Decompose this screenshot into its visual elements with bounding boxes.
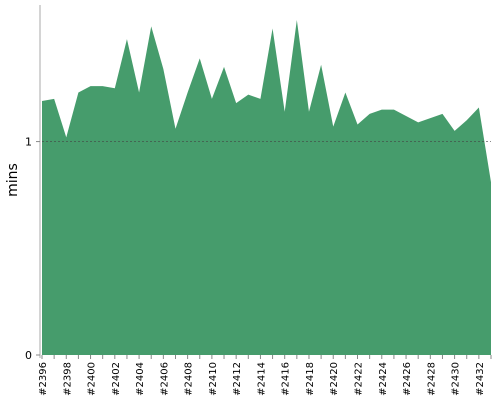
x-tick-label: #2426 (402, 362, 413, 396)
x-tick-label: #2414 (256, 362, 267, 396)
x-tick-label: #2396 (38, 362, 49, 396)
x-tick-label: #2424 (378, 362, 389, 396)
area (42, 19, 491, 355)
x-tick-label: #2402 (111, 362, 122, 396)
x-tick-label: #2432 (475, 362, 486, 396)
y-axis-label: mins (5, 163, 21, 197)
x-tick-label: #2400 (87, 362, 98, 396)
x-tick-label: #2420 (329, 362, 340, 396)
x-tick-label: #2398 (62, 362, 73, 396)
x-tick-label: #2412 (232, 362, 243, 396)
x-tick-label: #2416 (281, 362, 292, 396)
x-tick-label: #2428 (426, 362, 437, 396)
x-tick-label: #2430 (451, 362, 462, 396)
x-tick-label: #2408 (184, 362, 195, 396)
x-tick-label: #2404 (135, 362, 146, 396)
x-tick-label: #2418 (305, 362, 316, 396)
x-tick-label: #2410 (208, 362, 219, 396)
x-tick-label: #2406 (159, 362, 170, 396)
y-tick-label: 1 (25, 136, 32, 149)
x-tick-label: #2422 (354, 362, 365, 396)
y-tick-label: 0 (25, 349, 32, 362)
